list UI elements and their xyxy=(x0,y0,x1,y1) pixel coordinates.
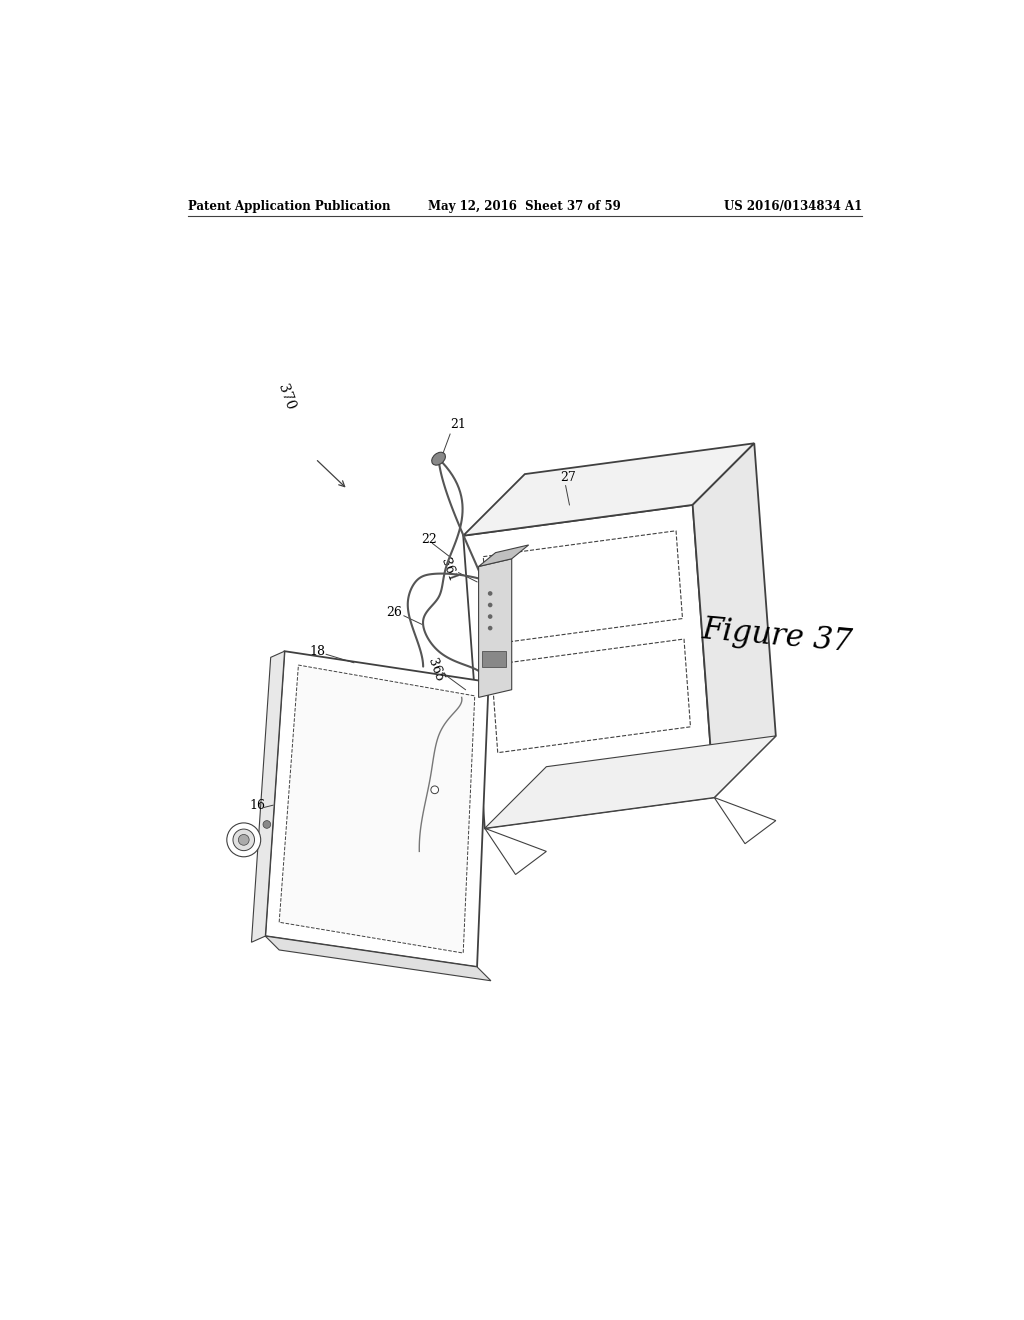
Bar xyxy=(482,651,506,667)
Text: 18: 18 xyxy=(309,644,326,657)
Text: US 2016/0134834 A1: US 2016/0134834 A1 xyxy=(724,199,862,213)
Circle shape xyxy=(226,822,261,857)
Polygon shape xyxy=(483,531,683,644)
Circle shape xyxy=(263,821,270,829)
Circle shape xyxy=(487,614,493,619)
Circle shape xyxy=(487,626,493,631)
Text: 27: 27 xyxy=(560,471,575,484)
Polygon shape xyxy=(714,797,776,843)
Text: Patent Application Publication: Patent Application Publication xyxy=(188,199,391,213)
Text: 26: 26 xyxy=(386,606,402,619)
Text: 361: 361 xyxy=(438,557,459,583)
Polygon shape xyxy=(252,651,285,942)
Circle shape xyxy=(233,829,255,850)
Text: 16: 16 xyxy=(250,799,266,812)
Polygon shape xyxy=(265,651,488,966)
Circle shape xyxy=(487,603,493,607)
Ellipse shape xyxy=(432,453,445,465)
Circle shape xyxy=(431,785,438,793)
Polygon shape xyxy=(265,936,490,981)
Text: 22: 22 xyxy=(422,533,437,546)
Polygon shape xyxy=(463,506,714,829)
Polygon shape xyxy=(484,737,776,829)
Text: 370: 370 xyxy=(275,383,298,412)
Text: Figure 37: Figure 37 xyxy=(700,614,854,657)
Text: 365: 365 xyxy=(425,657,445,684)
Polygon shape xyxy=(478,558,512,697)
Polygon shape xyxy=(484,829,547,874)
Circle shape xyxy=(487,591,493,595)
Polygon shape xyxy=(280,665,475,953)
Polygon shape xyxy=(492,639,690,752)
Polygon shape xyxy=(463,444,755,536)
Polygon shape xyxy=(692,444,776,797)
Polygon shape xyxy=(478,545,528,566)
Circle shape xyxy=(239,834,249,845)
Text: 21: 21 xyxy=(451,417,466,430)
Text: May 12, 2016  Sheet 37 of 59: May 12, 2016 Sheet 37 of 59 xyxy=(428,199,622,213)
